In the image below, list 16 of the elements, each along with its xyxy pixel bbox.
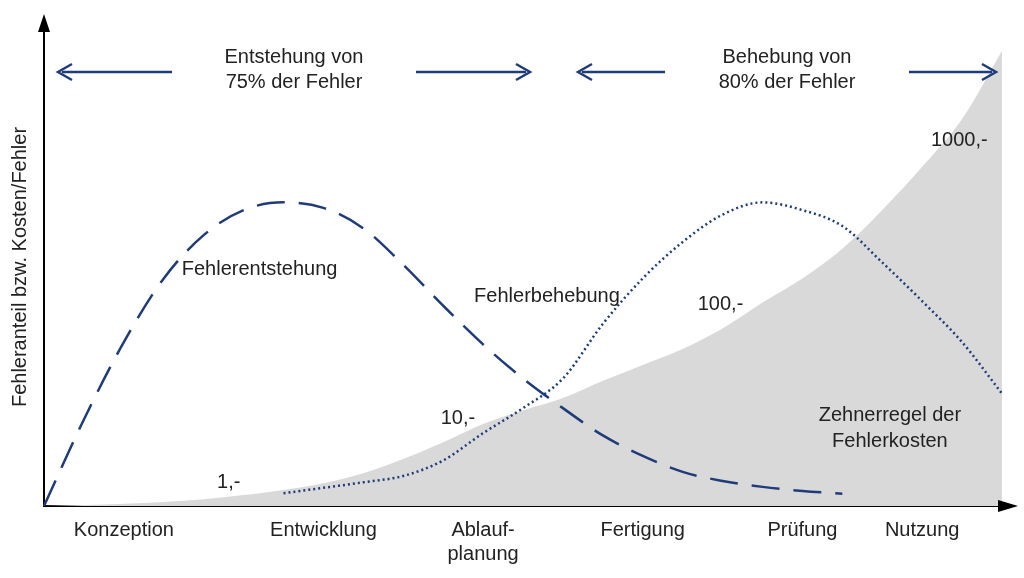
y-axis-title: Fehleranteil bzw. Kosten/Fehler: [7, 126, 30, 408]
x-tick-label: Prüfung: [767, 517, 838, 540]
annotation: 100,-: [697, 292, 744, 315]
series-label: Fehlerbehebung: [474, 284, 620, 307]
annotation: 10,-: [440, 406, 476, 429]
annotation: 1000,-: [930, 128, 988, 151]
annotation: Entstehung von 75% der Fehler: [224, 44, 364, 94]
x-tick-label: Ablauf- planung: [447, 517, 519, 564]
annotation: Behebung von 80% der Fehler: [718, 44, 856, 94]
x-tick-label: Konzeption: [73, 517, 174, 540]
x-tick-label: Entwicklung: [270, 517, 377, 540]
x-tick-label: Fertigung: [600, 517, 685, 540]
series-label: Zehnerregel der Fehlerkosten: [818, 403, 962, 452]
annotation: 1,-: [217, 469, 241, 492]
series-label: Fehlerentstehung: [181, 256, 338, 279]
x-tick-label: Nutzung: [884, 517, 960, 540]
